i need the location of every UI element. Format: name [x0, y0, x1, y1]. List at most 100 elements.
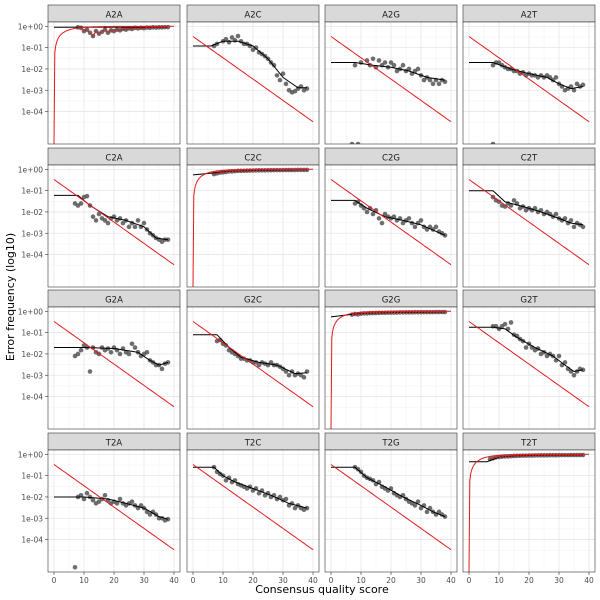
y-tick-label: 1e-01	[21, 472, 43, 481]
data-point	[144, 349, 150, 355]
x-tick-label: 0	[52, 576, 57, 585]
data-point	[562, 216, 568, 221]
y-tick-label: 1e-01	[21, 187, 43, 196]
panel-t2g: T2G 0 10 20 30 40	[324, 432, 458, 585]
data-point	[132, 224, 138, 230]
fitted-error-line	[469, 326, 584, 373]
data-point	[379, 220, 385, 226]
data-point	[580, 224, 586, 230]
data-point	[400, 62, 406, 68]
data-point	[223, 36, 229, 42]
y-tick-label: 1e-02	[21, 493, 43, 502]
panel-border	[462, 21, 596, 145]
data-point	[235, 33, 241, 39]
data-point	[87, 369, 93, 374]
x-tick-label: 40	[584, 576, 594, 585]
observed-rate-line	[213, 169, 307, 175]
data-point	[87, 494, 93, 500]
y-tick-label: 1e-01	[21, 44, 43, 53]
data-point	[283, 81, 289, 87]
fitted-error-line	[331, 199, 446, 236]
strip-label-g2c: G2C	[244, 296, 262, 306]
data-point	[301, 375, 307, 380]
data-point	[277, 77, 283, 83]
series-a2c	[192, 33, 314, 123]
x-tick-label: 20	[248, 576, 258, 585]
panel-border	[186, 21, 320, 145]
panel-a2c: A2C	[186, 4, 320, 145]
data-point	[382, 60, 388, 65]
y-tick-label: 1e-01	[21, 329, 43, 338]
panel-border	[462, 164, 596, 288]
panel-g2g: G2G	[324, 289, 458, 430]
data-point	[159, 366, 165, 372]
nominal-error-line	[330, 310, 451, 429]
data-point	[523, 345, 529, 350]
x-tick-label: 0	[191, 576, 196, 585]
series-a2t	[468, 36, 590, 144]
data-point	[508, 320, 514, 325]
x-tick-label: 20	[386, 576, 396, 585]
x-tick-label: 0	[329, 576, 334, 585]
data-point	[256, 490, 262, 496]
y-tick-label: 1e+00	[18, 165, 43, 174]
data-point	[571, 372, 577, 378]
y-tick-label: 1e+00	[18, 22, 43, 31]
y-tick-label: 1e+00	[18, 450, 43, 459]
data-point	[102, 492, 108, 498]
y-tick-label: 1e-03	[21, 86, 43, 95]
data-point	[75, 351, 81, 357]
data-point	[496, 60, 502, 65]
data-point	[105, 220, 111, 226]
data-point	[349, 141, 355, 144]
panel-g2a: G2A 1e+00 1e-01 1e-02 1e-03 1e-04	[18, 289, 181, 430]
data-point	[424, 509, 430, 515]
fitted-error-line	[193, 334, 308, 375]
x-tick-label: 20	[109, 576, 119, 585]
series-a2a	[53, 24, 174, 144]
grid-a2t	[463, 22, 595, 144]
x-tick-label: 0	[467, 576, 472, 585]
grid-t2t	[463, 450, 595, 572]
data-point	[165, 516, 171, 522]
nominal-error-line	[330, 464, 452, 551]
data-point	[292, 88, 298, 94]
data-point	[81, 496, 87, 502]
data-point	[412, 224, 418, 230]
data-point	[391, 62, 397, 68]
data-point	[490, 141, 496, 144]
x-tick-label: 30	[278, 576, 288, 585]
nominal-error-line	[53, 179, 175, 266]
y-tick-label: 1e-03	[21, 514, 43, 523]
data-point	[232, 38, 238, 43]
data-point	[132, 345, 138, 350]
panel-c2t: C2T	[462, 147, 596, 288]
data-point	[84, 490, 90, 496]
series-t2g	[330, 464, 452, 551]
fitted-error-line	[193, 40, 307, 89]
data-point	[352, 62, 358, 68]
panel-c2c: C2C	[186, 147, 320, 288]
data-point	[490, 62, 496, 68]
data-point	[556, 353, 562, 359]
data-point	[442, 233, 448, 238]
data-point	[286, 372, 292, 378]
panel-t2a: T2A 1e+00 1e-01 1e-02 1e-03 1e-04 0 10 20 30 40	[18, 432, 181, 585]
data-point	[415, 499, 421, 504]
fitted-error-line	[469, 62, 584, 90]
panel-g2c: G2C	[186, 289, 320, 430]
panel-border	[462, 306, 596, 430]
x-tick-label: 10	[79, 576, 89, 585]
strip-label-a2a: A2A	[105, 11, 122, 21]
data-point	[358, 203, 364, 208]
grid-g2t	[463, 307, 595, 429]
data-point	[304, 86, 310, 91]
y-tick-label: 1e-04	[21, 536, 43, 545]
observed-rate-line	[351, 311, 445, 316]
nominal-error-line	[53, 464, 175, 551]
panel-border	[47, 306, 181, 430]
data-point	[226, 475, 232, 481]
panel-border	[186, 164, 320, 288]
data-point	[223, 478, 229, 483]
strip-label-g2a: G2A	[105, 296, 123, 306]
